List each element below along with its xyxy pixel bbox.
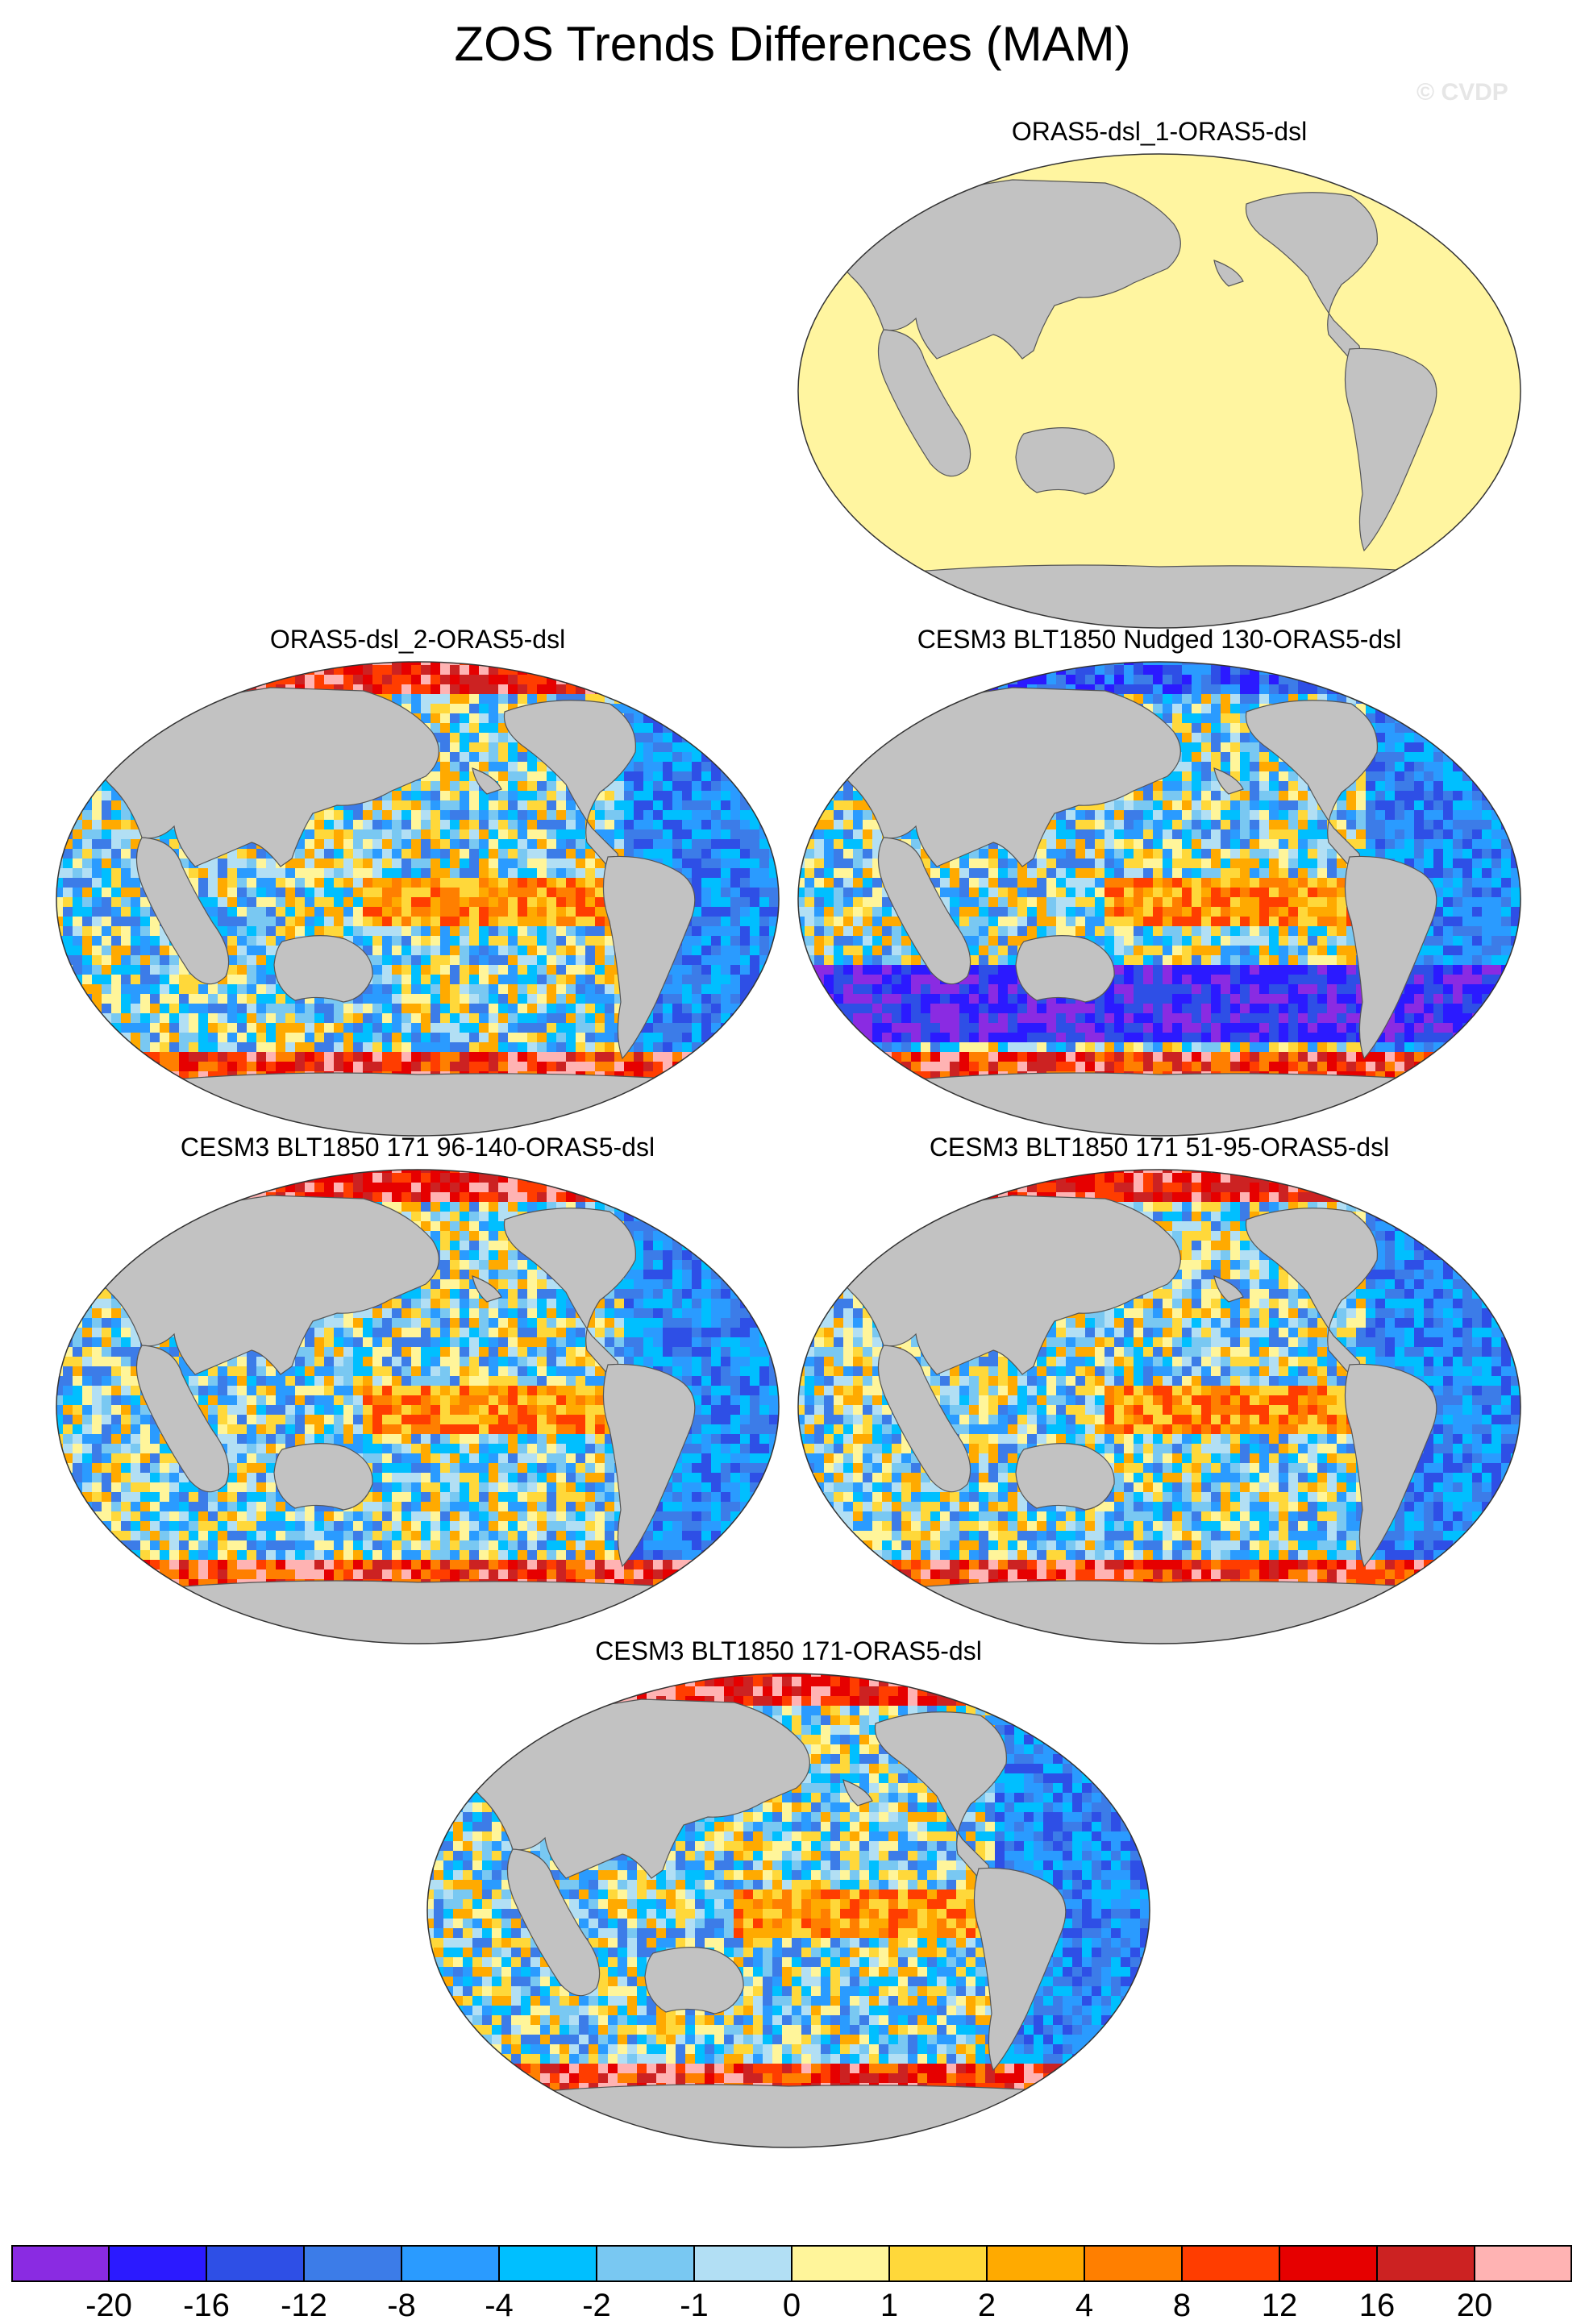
colorbar-divider (986, 2245, 988, 2282)
colorbar-swatch (987, 2245, 1084, 2282)
colorbar-label: -20 (85, 2288, 132, 2323)
colorbar-label: -12 (281, 2288, 327, 2323)
colorbar-label: -8 (387, 2288, 416, 2323)
colorbar-divider (693, 2245, 695, 2282)
map-panel-5: CESM3 BLT1850 171 51-95-ORAS5-dsl (795, 1133, 1524, 1648)
colorbar-swatch (1279, 2245, 1377, 2282)
colorbar-labels: -20 -16 -12 -8 -4 -2 -1 0 1 2 4 8 12 16 20 (11, 2288, 1572, 2323)
colorbar-divider (1474, 2245, 1475, 2282)
figure-title: ZOS Trends Differences (MAM) (454, 17, 1131, 71)
map-cesm3-nudged-130 (797, 661, 1521, 1137)
map-border (56, 1169, 780, 1644)
panel-title: CESM3 BLT1850 171 51-95-ORAS5-dsl (929, 1133, 1390, 1162)
map-panel-4: CESM3 BLT1850 171 96-140-ORAS5-dsl (53, 1133, 782, 1648)
map-border (797, 661, 1521, 1137)
panel-title: ORAS5-dsl_1-ORAS5-dsl (1011, 117, 1308, 146)
colorbar-label: -4 (485, 2288, 514, 2323)
map-cesm3-171 (426, 1673, 1150, 2148)
land-masses (85, 684, 723, 1136)
colorbar-divider (888, 2245, 890, 2282)
map-oras5-dsl-2 (56, 661, 780, 1137)
colorbar-divider (596, 2245, 597, 2282)
colorbar-swatch (1377, 2245, 1475, 2282)
map-border (797, 1169, 1521, 1644)
colorbar-divider (1279, 2245, 1280, 2282)
colorbar-label: 4 (1075, 2288, 1094, 2323)
colorbar-label: -1 (680, 2288, 709, 2323)
colorbar-swatch (694, 2245, 792, 2282)
land-masses (826, 1191, 1465, 1644)
map-panel-3: CESM3 BLT1850 Nudged 130-ORAS5-dsl (795, 625, 1524, 1141)
panel-title: CESM3 BLT1850 Nudged 130-ORAS5-dsl (917, 625, 1402, 654)
map-cesm3-171-51-95 (797, 1169, 1521, 1644)
map-panel-1: ORAS5-dsl_1-ORAS5-dsl (795, 117, 1524, 633)
colorbar-divider (108, 2245, 110, 2282)
colorbar-label: 1 (880, 2288, 899, 2323)
map-border (426, 1673, 1150, 2148)
colorbar-label: 20 (1456, 2288, 1493, 2323)
colorbar-swatch (206, 2245, 304, 2282)
land-masses (85, 1191, 723, 1644)
watermark: © CVDP (1417, 79, 1508, 106)
panel-title: CESM3 BLT1850 171 96-140-ORAS5-dsl (180, 1133, 655, 1162)
colorbar-label: 2 (977, 2288, 996, 2323)
colorbar-swatch (401, 2245, 499, 2282)
colorbar-swatch (1084, 2245, 1182, 2282)
colorbar-swatch (889, 2245, 987, 2282)
map-panel-2: ORAS5-dsl_2-ORAS5-dsl (53, 625, 782, 1141)
colorbar-swatch (499, 2245, 597, 2282)
map-border (797, 153, 1521, 629)
colorbar-swatch (11, 2245, 109, 2282)
colorbar-swatch (304, 2245, 401, 2282)
colorbar-divider (1084, 2245, 1085, 2282)
colorbar-divider (1181, 2245, 1183, 2282)
colorbar-label: 8 (1172, 2288, 1192, 2323)
colorbar-label: 0 (782, 2288, 801, 2323)
colorbar-divider (206, 2245, 207, 2282)
map-cesm3-171-96-140 (56, 1169, 780, 1644)
colorbar-label: -16 (183, 2288, 230, 2323)
colorbar-label: -2 (582, 2288, 611, 2323)
colorbar-swatch (109, 2245, 206, 2282)
map-border (56, 661, 780, 1137)
colorbar-swatch (792, 2245, 889, 2282)
colorbar-swatch (1475, 2245, 1572, 2282)
colorbar-label: 16 (1358, 2288, 1396, 2323)
panel-title: ORAS5-dsl_2-ORAS5-dsl (269, 625, 566, 654)
colorbar-divider (1376, 2245, 1378, 2282)
map-panel-6: CESM3 BLT1850 171-ORAS5-dsl (424, 1636, 1153, 2152)
panel-title: CESM3 BLT1850 171-ORAS5-dsl (595, 1636, 982, 1665)
colorbar-divider (498, 2245, 500, 2282)
map-oras5-dsl-1 (797, 153, 1521, 629)
colorbar-swatch (1182, 2245, 1279, 2282)
colorbar (11, 2245, 1572, 2282)
colorbar-label: 12 (1261, 2288, 1298, 2323)
colorbar-divider (791, 2245, 792, 2282)
colorbar-swatch (597, 2245, 694, 2282)
colorbar-divider (303, 2245, 305, 2282)
colorbar-divider (401, 2245, 402, 2282)
